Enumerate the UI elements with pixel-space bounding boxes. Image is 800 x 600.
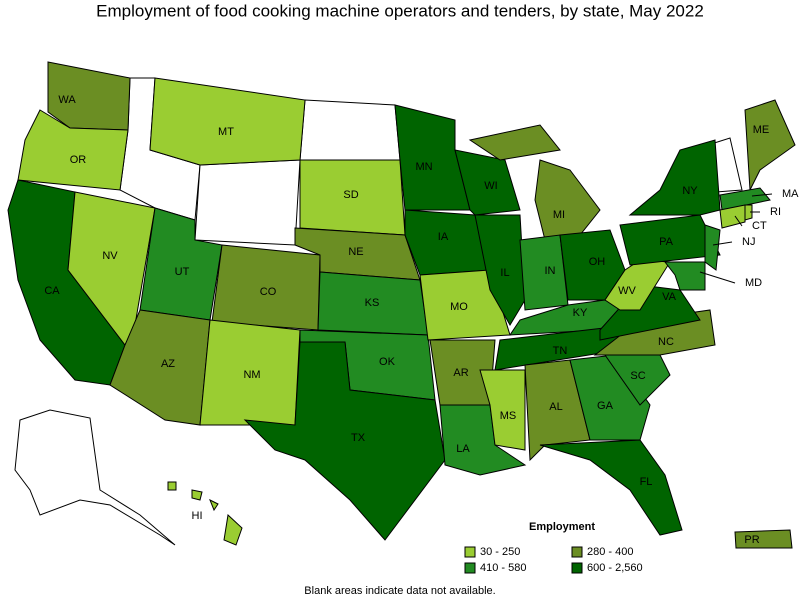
state <box>744 204 753 221</box>
state-label: OK <box>379 356 396 368</box>
state-label: SC <box>630 370 645 382</box>
state-label: AZ <box>161 358 175 370</box>
state-label: MA <box>782 188 799 200</box>
state-label: NC <box>658 336 674 348</box>
state-label: SD <box>343 189 358 201</box>
state-label: MO <box>450 301 468 313</box>
leader-line <box>712 241 733 246</box>
state-label: AR <box>453 367 468 379</box>
legend-label: 410 - 580 <box>480 562 526 574</box>
state <box>223 513 243 546</box>
legend-swatch <box>464 562 476 574</box>
legend-title: Employment <box>529 521 595 533</box>
state-blank <box>194 159 301 246</box>
state-label: CA <box>44 285 60 297</box>
legend-swatch <box>571 546 583 558</box>
footnote: Blank areas indicate data not available. <box>304 585 495 597</box>
legend-label: 30 - 250 <box>480 546 520 558</box>
state-label: NV <box>102 250 118 262</box>
state <box>619 214 721 266</box>
legend: 30 - 250 280 - 400 410 - 580 600 - 2,560 <box>464 546 643 574</box>
state <box>243 341 446 541</box>
leader-line <box>699 271 736 284</box>
state-label: MI <box>553 209 565 221</box>
state-label: TX <box>351 432 366 444</box>
state <box>209 498 219 512</box>
state-label: RI <box>770 206 781 218</box>
state <box>744 99 796 192</box>
state-label: NE <box>348 246 363 258</box>
state-label: MT <box>218 126 234 138</box>
state-blank <box>299 99 401 161</box>
state-label: WI <box>484 180 497 192</box>
state-label: FL <box>640 476 653 488</box>
state <box>191 489 203 501</box>
legend-swatch <box>571 562 583 574</box>
state-label: OR <box>70 154 87 166</box>
state-label: IA <box>438 231 449 243</box>
state <box>524 359 591 462</box>
state <box>167 481 177 491</box>
state <box>149 77 306 166</box>
state <box>479 369 526 451</box>
state-label: UT <box>175 266 190 278</box>
states: WA OR CA NV MT UT AZ CO NM SD NE KS OK TX MN IA MO AR LA WI… <box>7 61 799 549</box>
state-label: AL <box>549 401 562 413</box>
state-label: MN <box>415 161 432 173</box>
leader-line <box>734 215 743 227</box>
state <box>704 224 721 271</box>
state-label: ME <box>753 124 770 136</box>
state <box>719 187 771 211</box>
state-label: KY <box>573 307 588 319</box>
state <box>17 109 129 191</box>
state <box>474 214 526 326</box>
state-label: NY <box>682 185 698 197</box>
state-label: MS <box>500 410 517 422</box>
state <box>734 529 793 549</box>
state <box>719 204 746 229</box>
state <box>468 124 561 161</box>
state-label: CT <box>752 220 767 232</box>
legend-label: 600 - 2,560 <box>587 562 643 574</box>
state-label: MD <box>745 277 762 289</box>
state-label: WV <box>618 285 636 297</box>
state-label: WA <box>58 94 76 106</box>
state-label: PR <box>744 534 759 546</box>
legend-label: 280 - 400 <box>587 546 633 558</box>
leader-line <box>751 193 773 197</box>
state-blank <box>14 409 176 546</box>
state-label: NJ <box>742 236 755 248</box>
state <box>663 261 706 291</box>
state <box>534 159 601 241</box>
state-label: IN <box>545 265 556 277</box>
state-label: NM <box>243 369 260 381</box>
state <box>539 439 683 536</box>
state-label: IL <box>500 267 509 279</box>
state-label: HI <box>192 510 203 522</box>
state-label: VA <box>662 291 677 303</box>
title: Employment of food cooking machine opera… <box>96 1 704 20</box>
state-label: CO <box>260 286 277 298</box>
state-label: LA <box>456 443 470 455</box>
state-label: OH <box>589 256 606 268</box>
legend-swatch <box>464 546 476 558</box>
state-label: TN <box>553 345 568 357</box>
state-label: KS <box>365 297 380 309</box>
state-label: PA <box>659 236 674 248</box>
state-label: GA <box>597 400 614 412</box>
blank-states <box>14 77 743 546</box>
state <box>628 139 721 216</box>
